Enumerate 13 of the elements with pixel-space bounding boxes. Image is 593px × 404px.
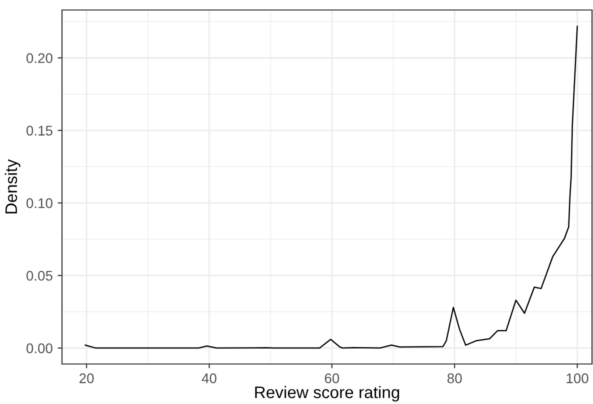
y-axis-title: Density (4, 159, 20, 214)
y-tick-label: 0.15 (26, 126, 52, 136)
x-tick-label: 80 (447, 373, 462, 384)
y-tick-label: 0.00 (26, 343, 52, 354)
y-tick-label: 0.05 (26, 270, 52, 281)
x-tick-label: 60 (324, 373, 340, 384)
x-axis-title: Review score rating (255, 386, 400, 402)
x-tick-label: 40 (202, 373, 216, 384)
y-tick-label: 0.10 (26, 198, 52, 208)
y-tick-label: 0.20 (26, 53, 52, 64)
line-series (84, 26, 578, 349)
x-tick-label: 100 (566, 373, 588, 384)
x-tick-label: 20 (80, 373, 94, 384)
